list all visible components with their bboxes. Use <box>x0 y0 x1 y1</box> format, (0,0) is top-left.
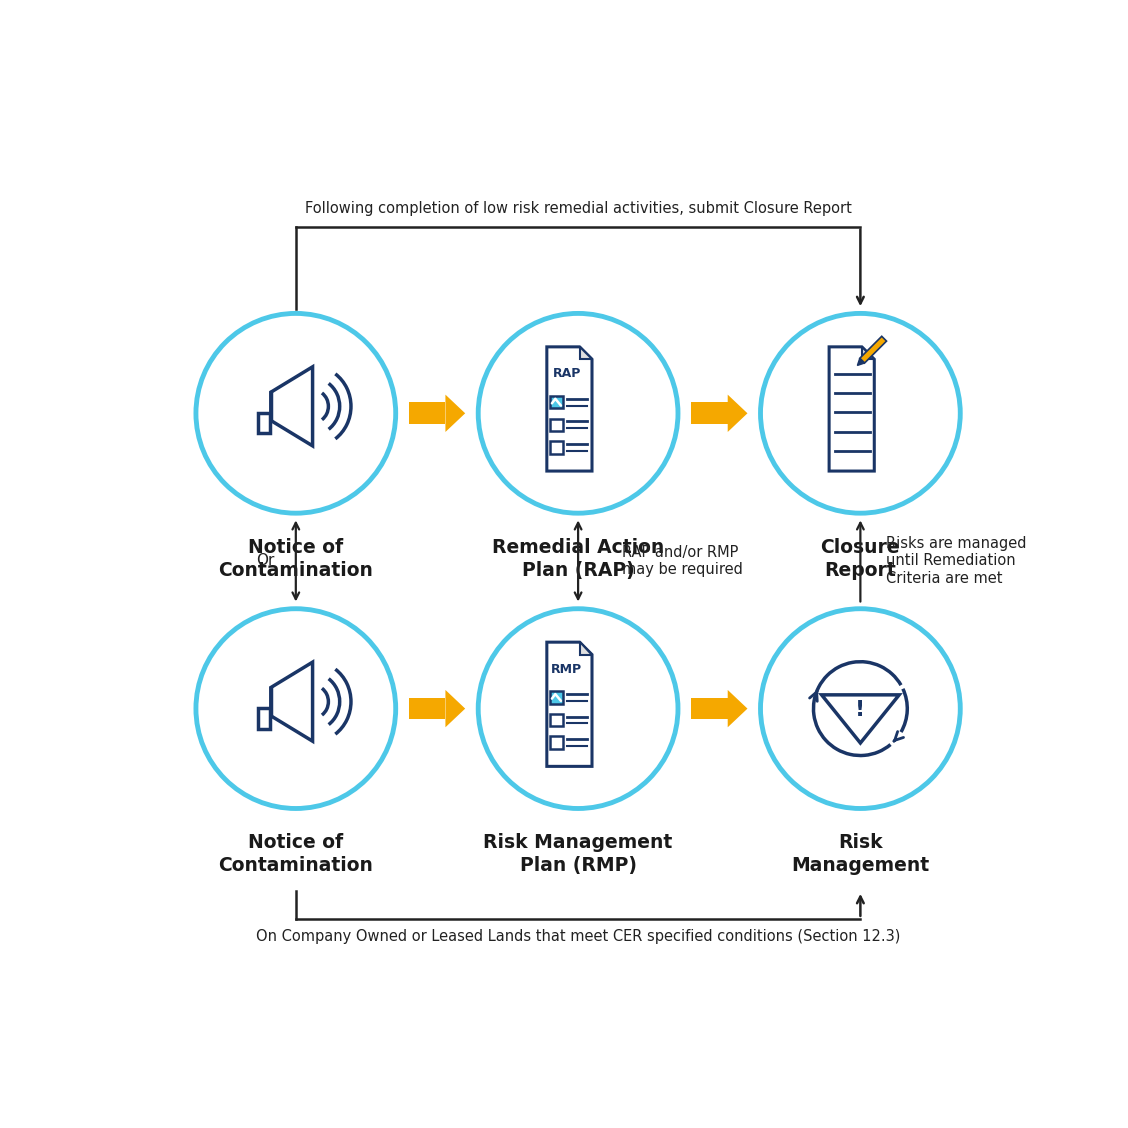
Text: Notice of
Contamination: Notice of Contamination <box>219 832 373 875</box>
Bar <box>550 396 563 408</box>
Polygon shape <box>829 346 874 472</box>
Polygon shape <box>728 690 748 728</box>
Text: RMP: RMP <box>552 663 582 676</box>
Text: Remedial Action
Plan (RAP): Remedial Action Plan (RAP) <box>492 538 664 580</box>
Circle shape <box>196 314 396 513</box>
Text: RAP and/or RMP
may be required: RAP and/or RMP may be required <box>622 545 742 578</box>
Text: Notice of
Contamination: Notice of Contamination <box>219 538 373 580</box>
Polygon shape <box>862 346 874 360</box>
Bar <box>550 691 563 704</box>
Polygon shape <box>408 698 446 720</box>
Polygon shape <box>860 336 887 363</box>
Circle shape <box>760 609 960 809</box>
Text: Following completion of low risk remedial activities, submit Closure Report: Following completion of low risk remedia… <box>305 201 852 217</box>
Polygon shape <box>547 642 592 766</box>
Bar <box>550 737 563 749</box>
Circle shape <box>196 609 396 809</box>
Polygon shape <box>857 359 864 365</box>
Text: On Company Owned or Leased Lands that meet CER specified conditions (Section 12.: On Company Owned or Leased Lands that me… <box>256 929 900 944</box>
Polygon shape <box>446 690 465 728</box>
Text: Closure
Report: Closure Report <box>820 538 900 580</box>
Polygon shape <box>446 395 465 432</box>
Text: Risk
Management: Risk Management <box>792 832 929 875</box>
Text: Risks are managed
until Remediation
Criteria are met: Risks are managed until Remediation Crit… <box>887 536 1026 585</box>
Bar <box>550 714 563 726</box>
Bar <box>550 418 563 431</box>
Polygon shape <box>408 403 446 424</box>
Polygon shape <box>580 346 592 360</box>
Circle shape <box>478 314 678 513</box>
Circle shape <box>760 314 960 513</box>
Circle shape <box>478 609 678 809</box>
Polygon shape <box>547 346 592 472</box>
Polygon shape <box>580 642 592 654</box>
Polygon shape <box>728 395 748 432</box>
Polygon shape <box>691 403 728 424</box>
Polygon shape <box>691 698 728 720</box>
Text: Or: Or <box>256 554 274 569</box>
Text: Risk Management
Plan (RMP): Risk Management Plan (RMP) <box>484 832 672 875</box>
Text: !: ! <box>855 700 865 721</box>
Text: RAP: RAP <box>553 368 581 380</box>
Bar <box>550 441 563 453</box>
